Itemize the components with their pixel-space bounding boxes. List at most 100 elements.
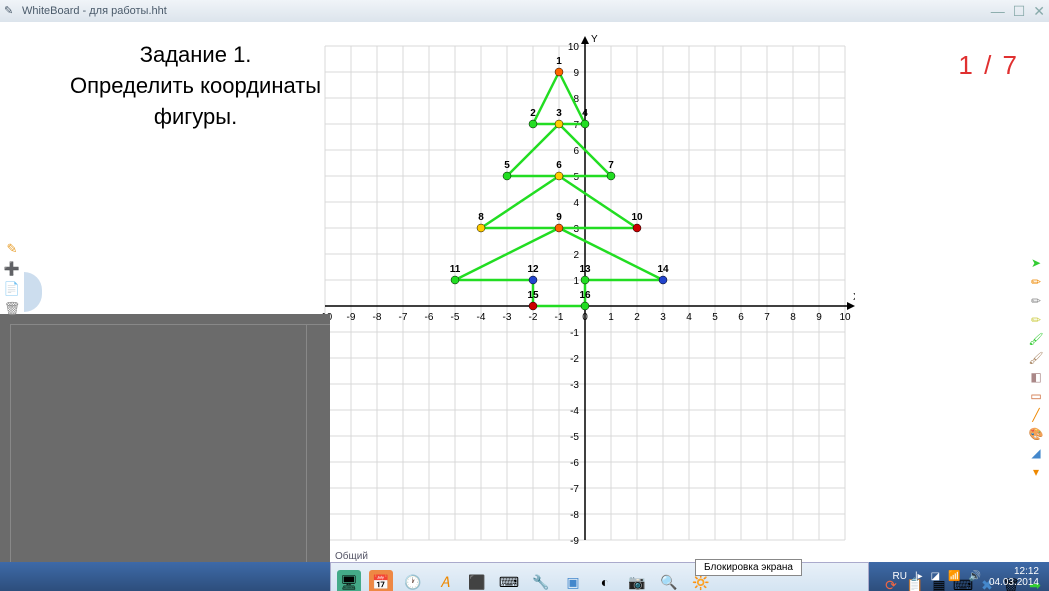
text-tool-icon[interactable]: 𝐴 [433, 570, 457, 591]
svg-text:5: 5 [573, 172, 579, 183]
svg-text:7: 7 [608, 160, 614, 171]
task-line1: Задание 1. [70, 40, 321, 71]
palette-icon[interactable]: 🎨 [1027, 425, 1045, 443]
svg-text:Y: Y [591, 34, 598, 45]
svg-text:-4: -4 [477, 312, 486, 323]
clock-icon[interactable]: 🕐 [401, 570, 425, 591]
svg-text:X: X [853, 292, 855, 303]
svg-text:5: 5 [504, 160, 510, 171]
tool2-icon[interactable]: 🔧 [529, 570, 553, 591]
task-line2: Определить координаты [70, 71, 321, 102]
svg-text:8: 8 [478, 212, 484, 223]
brush-icon[interactable]: 🖌 [1027, 349, 1045, 367]
svg-text:2: 2 [634, 312, 640, 323]
tooltip: Блокировка экрана [695, 559, 802, 576]
svg-text:-2: -2 [570, 354, 579, 365]
svg-text:11: 11 [450, 264, 461, 275]
fill-icon[interactable]: ◢ [1027, 444, 1045, 462]
svg-text:4: 4 [686, 312, 692, 323]
svg-text:3: 3 [660, 312, 666, 323]
svg-text:3: 3 [556, 108, 562, 119]
svg-text:10: 10 [568, 42, 580, 53]
svg-text:-6: -6 [425, 312, 434, 323]
svg-text:-6: -6 [570, 458, 579, 469]
task-text: Задание 1. Определить координаты фигуры. [70, 40, 321, 132]
dropdown-icon[interactable]: ▾ [1027, 463, 1045, 481]
svg-text:9: 9 [556, 212, 562, 223]
close-button[interactable]: ✕ [1033, 3, 1045, 20]
svg-text:6: 6 [573, 146, 579, 157]
maximize-button[interactable]: ☐ [1013, 3, 1026, 20]
toolbar-label: Общий [335, 551, 368, 562]
delete-icon[interactable]: 🗑 [3, 300, 21, 318]
svg-text:4: 4 [582, 108, 588, 119]
highlighter-icon[interactable]: ✏ [1027, 311, 1045, 329]
svg-text:6: 6 [556, 160, 562, 171]
capture-icon[interactable]: 📷 [625, 570, 649, 591]
svg-text:2: 2 [530, 108, 536, 119]
minimize-button[interactable]: — [991, 3, 1005, 20]
svg-text:6: 6 [738, 312, 744, 323]
page-counter: 1 / 7 [958, 50, 1019, 81]
svg-text:12: 12 [527, 264, 539, 275]
window-controls: — ☐ ✕ [991, 3, 1045, 20]
svg-text:9: 9 [816, 312, 822, 323]
content-area: ✎ ➕ 📄 🗑 ➤ ✏ ✏ ✏ 🖌 🖌 ◧ ▭ ╱ 🎨 ◢ ▾ Задание … [0, 22, 1049, 562]
shape-icon[interactable]: ▭ [1027, 387, 1045, 405]
svg-text:2: 2 [573, 250, 579, 261]
svg-text:-8: -8 [570, 510, 579, 521]
keyboard-icon[interactable]: ⌨ [497, 570, 521, 591]
add-icon[interactable]: ➕ [3, 260, 21, 278]
svg-text:3: 3 [573, 224, 579, 235]
line-icon[interactable]: ╱ [1027, 406, 1045, 424]
svg-text:-9: -9 [347, 312, 356, 323]
brush-green-icon[interactable]: 🖌 [1027, 330, 1045, 348]
mask-icon[interactable]: ◐ [593, 570, 617, 591]
app-icon: ✎ [4, 4, 18, 18]
cursor-icon[interactable]: ➤ [1027, 254, 1045, 272]
calendar-icon[interactable]: 📅 [369, 570, 393, 591]
svg-text:-7: -7 [570, 484, 579, 495]
svg-text:-5: -5 [570, 432, 579, 443]
pen-orange-icon[interactable]: ✏ [1027, 273, 1045, 291]
svg-text:9: 9 [573, 68, 579, 79]
window-title: WhiteBoard - для работы.hht [22, 5, 167, 17]
svg-text:1: 1 [556, 56, 562, 67]
svg-text:-3: -3 [570, 380, 579, 391]
svg-text:1: 1 [608, 312, 614, 323]
svg-text:13: 13 [579, 264, 591, 275]
clock-date: 04.03.2014 [989, 577, 1039, 588]
svg-text:5: 5 [712, 312, 718, 323]
volume-icon[interactable]: 🔊 [968, 571, 980, 582]
right-toolbar: ➤ ✏ ✏ ✏ 🖌 🖌 ◧ ▭ ╱ 🎨 ◢ ▾ [1025, 254, 1047, 481]
titlebar: ✎ WhiteBoard - для работы.hht — ☐ ✕ [0, 0, 1049, 22]
left-toolbar: ✎ ➕ 📄 🗑 [0, 240, 24, 318]
tool1-icon[interactable]: ⬛ [465, 570, 489, 591]
svg-text:-9: -9 [570, 536, 579, 547]
thumbnail-panel [0, 314, 330, 584]
lang-indicator[interactable]: RU [893, 571, 907, 582]
eraser-icon[interactable]: ◧ [1027, 368, 1045, 386]
desktop-icon[interactable]: 🖥 [337, 570, 361, 591]
flag-icon[interactable]: |▸ [915, 571, 923, 582]
svg-text:7: 7 [764, 312, 770, 323]
svg-text:-3: -3 [503, 312, 512, 323]
svg-text:1: 1 [573, 276, 579, 287]
pen-gray-icon[interactable]: ✏ [1027, 292, 1045, 310]
tray-icon1[interactable]: ◪ [931, 571, 940, 582]
window-tool-icon[interactable]: ▣ [561, 570, 585, 591]
network-icon[interactable]: 📶 [948, 571, 960, 582]
svg-text:-1: -1 [555, 312, 564, 323]
zoom-icon[interactable]: 🔍 [657, 570, 681, 591]
svg-text:-5: -5 [451, 312, 460, 323]
svg-text:-7: -7 [399, 312, 408, 323]
coordinate-chart: XY-10-9-8-7-6-5-4-3-2-1012345678910-9-8-… [315, 22, 855, 562]
edit-icon[interactable]: ✎ [3, 240, 21, 258]
svg-text:8: 8 [790, 312, 796, 323]
svg-text:-2: -2 [529, 312, 538, 323]
page-icon[interactable]: 📄 [3, 280, 21, 298]
svg-text:-8: -8 [373, 312, 382, 323]
svg-text:7: 7 [573, 120, 579, 131]
task-line3: фигуры. [70, 102, 321, 133]
clock[interactable]: 12:12 04.03.2014 [989, 566, 1039, 588]
